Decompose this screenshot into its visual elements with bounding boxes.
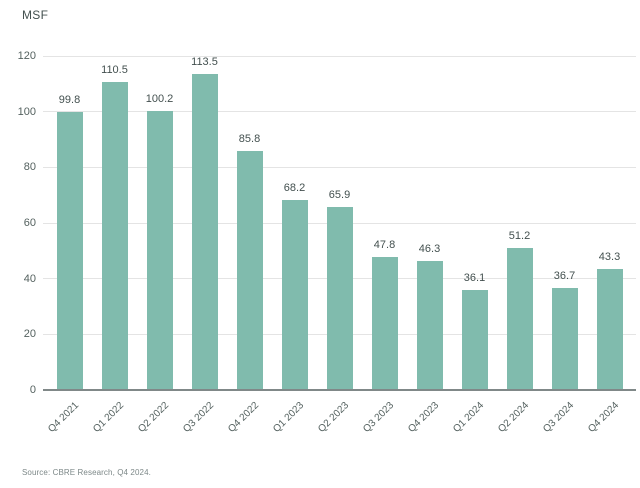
bar [191,74,218,390]
x-tick-label: Q1 2023 [271,400,307,435]
y-axis-unit-label: MSF [22,8,49,22]
bar-value-label: 68.2 [283,182,306,195]
bar [551,287,578,390]
bar-value-label: 113.5 [191,56,218,69]
x-tick-label: Q3 2023 [361,400,397,435]
bar-value-label: 51.2 [508,229,531,242]
bar-value-label: 110.5 [101,64,128,77]
bar-value-label: 36.1 [463,271,486,284]
x-tick-label: Q4 2022 [226,400,262,435]
bar [416,261,443,390]
bar [326,206,353,390]
bar-group: 36.7 Q3 2024 [541,56,587,435]
gridline [43,55,636,57]
bar-group: 43.3 Q4 2024 [586,56,632,435]
bar [56,112,83,390]
bar [101,82,128,390]
x-tick-label: Q4 2023 [406,400,442,435]
y-tick-label: 120 [17,50,36,62]
bar [506,247,533,390]
bar [371,256,398,390]
plot-area: 0 20 40 60 80 100 120 99.8 Q4 2021 110.5 Q1 2022 1… [18,50,636,435]
y-tick-label: 60 [23,217,36,229]
bar [596,269,623,390]
bar-value-label: 99.8 [58,94,81,107]
bar-series: 99.8 Q4 2021 110.5 Q1 2022 100.2 Q2 2022 113.5… [43,56,636,435]
x-tick-label: Q2 2023 [316,400,352,435]
gridline [43,166,636,168]
x-tick-label: Q2 2024 [496,400,532,435]
bar-group: 113.5 Q3 2022 [181,56,227,435]
bar-group: 110.5 Q1 2022 [91,56,137,434]
bar-value-label: 47.8 [373,238,396,251]
bar-value-label: 65.9 [328,188,351,201]
bar-value-label: 43.3 [598,251,621,264]
bar-group: 47.8 Q3 2023 [361,56,407,435]
x-axis-line [43,389,636,391]
x-tick-label: Q3 2024 [541,400,577,435]
bar [236,151,263,390]
bar-value-label: 100.2 [145,93,174,106]
bar-group: 100.2 Q2 2022 [136,56,182,435]
bar [281,200,308,390]
y-tick-label: 0 [29,384,36,396]
x-tick-label: Q1 2022 [91,400,127,435]
gridline [43,111,636,113]
bar-group: 46.3 Q4 2023 [406,56,452,435]
y-tick-label: 100 [17,105,36,118]
bar-group: 99.8 Q4 2021 [46,56,92,435]
bar-group: 85.8 Q4 2022 [226,56,272,435]
x-tick-label: Q3 2022 [181,400,217,435]
x-tick-label: Q4 2024 [586,400,622,435]
bar-value-label: 36.7 [553,269,576,282]
bar [461,289,488,390]
bar [146,111,173,390]
x-tick-label: Q4 2021 [46,400,82,435]
y-tick-label: 80 [23,161,36,174]
bar-value-label: 85.8 [238,133,261,146]
bar-value-label: 46.3 [418,243,441,256]
y-tick-label: 20 [23,328,36,341]
bar-group: 65.9 Q2 2023 [316,56,362,435]
bar-group: 36.1 Q1 2024 [451,56,497,435]
source-note: Source: CBRE Research, Q4 2024. [22,468,151,477]
x-tick-label: Q2 2022 [136,400,172,435]
y-tick-label: 40 [23,272,36,285]
x-tick-label: Q1 2024 [451,400,487,435]
bar-group: 51.2 Q2 2024 [496,56,542,435]
bar-group: 68.2 Q1 2023 [271,56,317,435]
